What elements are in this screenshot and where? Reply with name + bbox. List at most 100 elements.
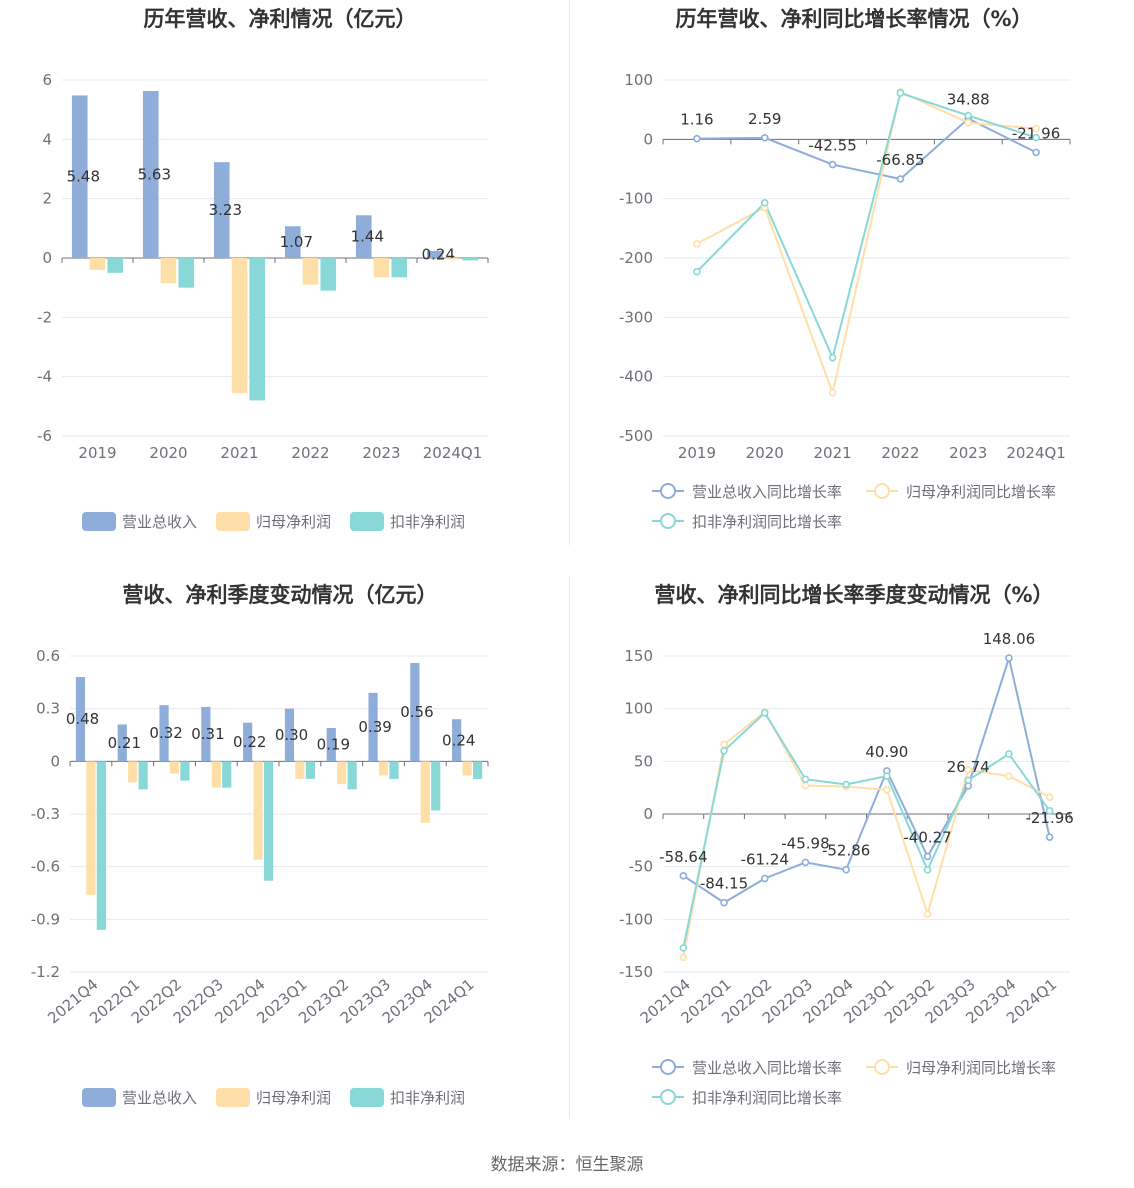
y-tick-label: -6 bbox=[37, 427, 52, 445]
legend-marker bbox=[660, 1059, 676, 1075]
bar bbox=[117, 724, 127, 762]
series-line bbox=[682, 711, 1051, 948]
data-label: 0.48 bbox=[66, 710, 99, 728]
bar bbox=[389, 761, 399, 779]
y-tick-label: 0.3 bbox=[36, 700, 60, 718]
legend-marker bbox=[874, 1059, 890, 1075]
bar bbox=[431, 761, 441, 811]
legend-label: 营业总收入 bbox=[122, 513, 197, 531]
data-point bbox=[801, 781, 810, 790]
data-point bbox=[1045, 833, 1054, 841]
chart-title: 营收、净利同比增长率季度变动情况（%） bbox=[654, 583, 1053, 607]
data-point bbox=[883, 772, 891, 780]
bar bbox=[231, 258, 248, 393]
y-tick-label: -4 bbox=[37, 368, 52, 386]
chart-title: 历年营收、净利同比增长率情况（%） bbox=[675, 7, 1032, 31]
legend-label: 扣非净利润同比增长率 bbox=[692, 513, 842, 531]
panel-annual-bar: 历年营收、净利情况（亿元） -6 -4 -2 0 2 4 6 2019 2020 2021 2022 2… bbox=[0, 0, 560, 560]
data-label: 1.44 bbox=[351, 228, 384, 246]
data-label: -21.96 bbox=[1012, 124, 1060, 142]
x-tick-label: 2022 bbox=[881, 444, 919, 462]
bar bbox=[295, 761, 305, 779]
data-label: 0.24 bbox=[442, 731, 475, 749]
bar bbox=[326, 727, 336, 762]
data-point bbox=[1005, 772, 1013, 780]
y-tick-label: -100 bbox=[619, 190, 653, 208]
bar bbox=[107, 258, 124, 273]
data-label: -45.98 bbox=[781, 834, 829, 852]
y-tick-label: 0 bbox=[643, 805, 653, 823]
data-point bbox=[923, 852, 932, 861]
data-label: 3.23 bbox=[209, 201, 242, 219]
bar bbox=[347, 761, 357, 790]
bar bbox=[263, 761, 274, 881]
legend-marker bbox=[874, 483, 890, 499]
data-point bbox=[1005, 750, 1013, 758]
x-tick-label: 2021 bbox=[813, 444, 851, 462]
y-tick-label: -2 bbox=[37, 308, 52, 326]
legend-label: 归母净利润同比增长率 bbox=[906, 483, 1056, 501]
bar bbox=[420, 761, 430, 823]
y-tick-label: -0.3 bbox=[31, 805, 60, 823]
y-tick-label: -1.2 bbox=[31, 963, 60, 981]
bar bbox=[368, 692, 378, 762]
panel-quarterly-bar: 营收、净利季度变动情况（亿元） -1.2 -0.9 -0.6 -0.3 0 0.3 0.6 20… bbox=[0, 576, 560, 1136]
legend-swatch bbox=[82, 512, 116, 531]
bar bbox=[213, 162, 230, 258]
data-label: 148.06 bbox=[983, 630, 1035, 648]
bar bbox=[378, 761, 389, 776]
data-point bbox=[883, 785, 891, 794]
legend-label: 归母净利润同比增长率 bbox=[906, 1059, 1056, 1077]
legend-swatch bbox=[350, 512, 384, 531]
y-tick-label: -200 bbox=[619, 249, 653, 267]
data-point bbox=[1032, 148, 1040, 157]
quarterly-bar-chart: 营收、净利季度变动情况（亿元）-1.2-0.9-0.6-0.300.30.620… bbox=[31, 583, 489, 1107]
bar bbox=[305, 761, 315, 779]
data-point bbox=[801, 775, 810, 784]
y-tick-label: 0 bbox=[643, 130, 653, 148]
bar bbox=[211, 761, 221, 788]
bar bbox=[284, 226, 301, 258]
bar bbox=[373, 258, 390, 278]
bar bbox=[253, 761, 263, 860]
data-label: 0.30 bbox=[275, 726, 308, 744]
y-tick-label: -400 bbox=[619, 368, 653, 386]
bar bbox=[410, 663, 420, 762]
series-line bbox=[682, 654, 1051, 904]
data-label: 40.90 bbox=[865, 743, 908, 761]
data-point bbox=[1032, 133, 1040, 142]
data-label: 0.21 bbox=[108, 734, 141, 752]
data-label: 5.48 bbox=[67, 168, 100, 186]
data-source-note: 数据来源：恒生聚源 bbox=[490, 1155, 644, 1175]
data-point bbox=[720, 898, 728, 907]
y-tick-label: 4 bbox=[42, 130, 52, 148]
y-tick-label: -300 bbox=[619, 308, 653, 326]
panel-quarterly-line: 营收、净利同比增长率季度变动情况（%） -150 -100 -50 0 50 100 150 2… bbox=[574, 576, 1134, 1136]
x-tick-label: 2019 bbox=[78, 444, 116, 462]
data-point bbox=[964, 118, 973, 127]
bar bbox=[222, 761, 232, 788]
data-point bbox=[842, 780, 850, 789]
data-label: 34.88 bbox=[947, 91, 990, 109]
quarterly-growth-line-chart: 营收、净利同比增长率季度变动情况（%）-150-100-500501001502… bbox=[619, 583, 1074, 1107]
data-point bbox=[896, 175, 905, 183]
y-tick-label: 0.6 bbox=[36, 647, 60, 665]
data-point bbox=[801, 858, 810, 867]
y-tick-label: 50 bbox=[634, 752, 653, 770]
annual-bar-chart: 历年营收、净利情况（亿元） -6 -4 -2 0 2 4 6 2019 2020 2021 2022 2… bbox=[37, 7, 489, 531]
data-label: 5.63 bbox=[138, 165, 171, 183]
y-tick-label: 0 bbox=[50, 752, 60, 770]
bar bbox=[86, 761, 96, 895]
legend-label: 扣非净利润 bbox=[390, 1089, 465, 1107]
legend-label: 归母净利润 bbox=[256, 1089, 331, 1107]
data-point bbox=[693, 267, 701, 276]
legend-label: 营业总收入同比增长率 bbox=[692, 483, 842, 501]
bar bbox=[444, 258, 461, 260]
x-tick-label: 2024Q1 bbox=[423, 444, 483, 462]
data-point bbox=[1045, 807, 1054, 815]
legend-label: 扣非净利润同比增长率 bbox=[692, 1089, 842, 1107]
data-point bbox=[964, 765, 973, 774]
legend-swatch bbox=[350, 1088, 384, 1107]
bar bbox=[138, 761, 148, 790]
data-label: 0.24 bbox=[422, 245, 455, 263]
